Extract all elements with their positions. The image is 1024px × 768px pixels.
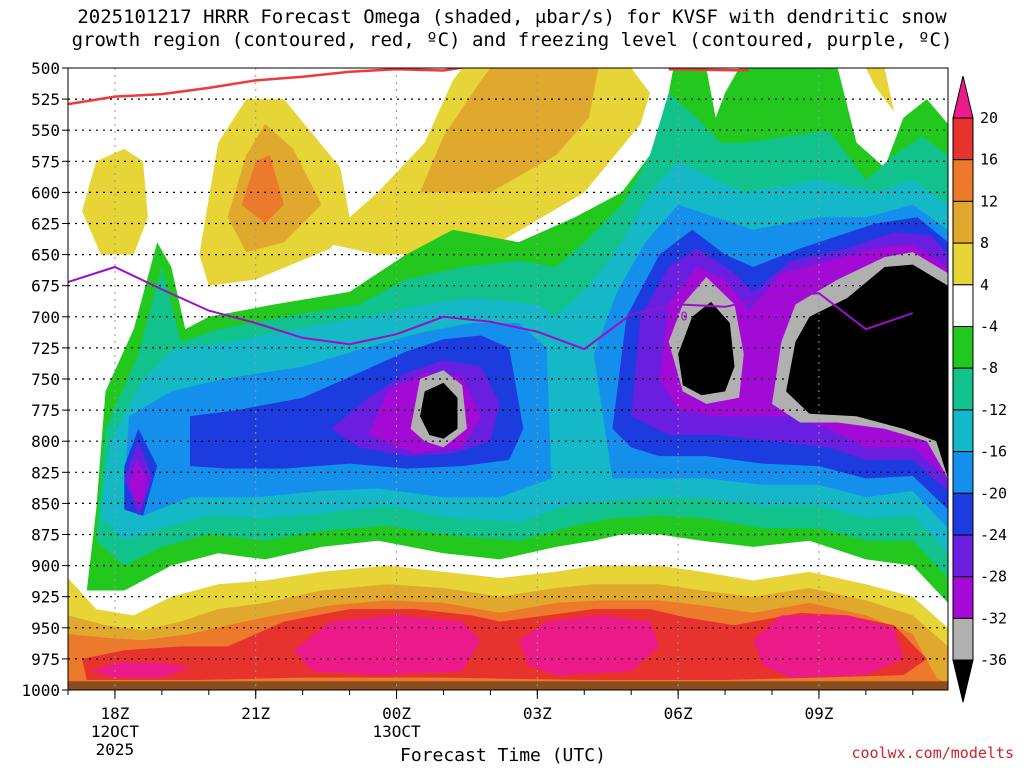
- y-tick-label: 775: [31, 401, 60, 420]
- freezing-level-contour: [68, 265, 914, 351]
- colorbar-swatch: [952, 284, 974, 327]
- y-tick-label: 650: [31, 246, 60, 265]
- omega-pos-20-c: [518, 615, 660, 676]
- y-tick-label: 675: [31, 277, 60, 296]
- y-tick-label: 975: [31, 650, 60, 669]
- y-tick-label: 600: [31, 183, 60, 202]
- dgz-contour: [68, 68, 468, 106]
- y-tick-label: 900: [31, 557, 60, 576]
- colorbar-label: -32: [980, 609, 1007, 627]
- x-axis-label: Forecast Time (UTC): [400, 745, 606, 766]
- title-line-2: growth region (contoured, red, ºC) and f…: [71, 29, 953, 51]
- colorbar-swatch: [952, 326, 974, 369]
- x-tick-label: 03Z: [523, 704, 552, 723]
- title-line-1: 2025101217 HRRR Forecast Omega (shaded, …: [77, 6, 947, 28]
- x-tick-date: 12OCT: [91, 722, 140, 741]
- colorbar-label: -12: [980, 401, 1007, 419]
- colorbar-top-arrow: [952, 75, 974, 119]
- y-tick-label: 550: [31, 121, 60, 140]
- x-tick-label: 06Z: [664, 704, 693, 723]
- colorbar-swatch: [952, 576, 974, 619]
- colorbar-label: -4: [980, 318, 998, 336]
- ground-band: [68, 681, 948, 690]
- y-tick-label: 800: [31, 432, 60, 451]
- colorbar-swatch: [952, 242, 974, 286]
- omega-neg-36-b: [678, 301, 735, 396]
- y-tick-label: 875: [31, 526, 60, 545]
- colorbar-label: -8: [980, 359, 998, 377]
- y-tick-label: 750: [31, 370, 60, 389]
- colorbar-label: -28: [980, 568, 1007, 586]
- colorbar-label: 12: [980, 192, 998, 210]
- colorbar-swatch: [952, 159, 974, 202]
- credit-link[interactable]: coolwx.com/modelts: [851, 744, 1014, 762]
- colorbar-swatch: [952, 117, 974, 161]
- y-tick-label: 575: [31, 152, 60, 171]
- x-tick-date: 13OCT: [372, 722, 421, 741]
- y-tick-label: 850: [31, 494, 60, 513]
- colorbar-label: -24: [980, 526, 1007, 544]
- y-tick-label: 925: [31, 588, 60, 607]
- y-tick-label: 725: [31, 339, 60, 358]
- colorbar-label: 8: [980, 234, 989, 252]
- dgz-contour-b: [668, 68, 749, 72]
- y-tick-label: 625: [31, 215, 60, 234]
- omega-neg-28-c: [129, 459, 148, 510]
- colorbar-swatch: [952, 534, 974, 578]
- omega-pos-16-low: [82, 609, 927, 680]
- colorbar-label: -20: [980, 484, 1007, 502]
- x-tick-label: 00Z: [382, 704, 411, 723]
- x-tick-label: 21Z: [241, 704, 270, 723]
- colorbar-label: -16: [980, 443, 1007, 461]
- colorbar-label: 16: [980, 151, 998, 169]
- omega-pos-20-d: [753, 615, 904, 678]
- colorbar-swatch: [952, 451, 974, 494]
- x-tick-label: 09Z: [804, 704, 833, 723]
- colorbar-label: -36: [980, 651, 1007, 669]
- colorbar-swatch: [952, 617, 974, 661]
- y-tick-label: 500: [31, 59, 60, 78]
- colorbar-swatch: [952, 367, 974, 411]
- colorbar-label: 4: [980, 276, 989, 294]
- x-tick-year: 2025: [96, 740, 135, 759]
- y-tick-label: 825: [31, 463, 60, 482]
- omega-pos-4-d: [865, 68, 894, 112]
- colorbar-label: 20: [980, 109, 998, 127]
- omega-pos-20-b: [293, 615, 481, 676]
- y-tick-label: 950: [31, 619, 60, 638]
- freezing-level-label: 0: [680, 310, 687, 324]
- omega-neg-36-c: [786, 264, 948, 479]
- colorbar-swatch: [952, 492, 974, 536]
- colorbar-swatch: [952, 200, 974, 244]
- y-tick-label: 525: [31, 90, 60, 109]
- x-tick-label: 18Z: [100, 704, 129, 723]
- omega-neg-36-a: [420, 382, 458, 439]
- omega-pos-12-b: [241, 155, 284, 224]
- colorbar-swatch: [952, 409, 974, 453]
- y-tick-label: 1000: [21, 681, 60, 700]
- chart-title: 2025101217 HRRR Forecast Omega (shaded, …: [0, 6, 1024, 52]
- omega-pos-20-a: [91, 662, 190, 678]
- colorbar-bottom-arrow: [952, 659, 974, 703]
- y-tick-label: 700: [31, 308, 60, 327]
